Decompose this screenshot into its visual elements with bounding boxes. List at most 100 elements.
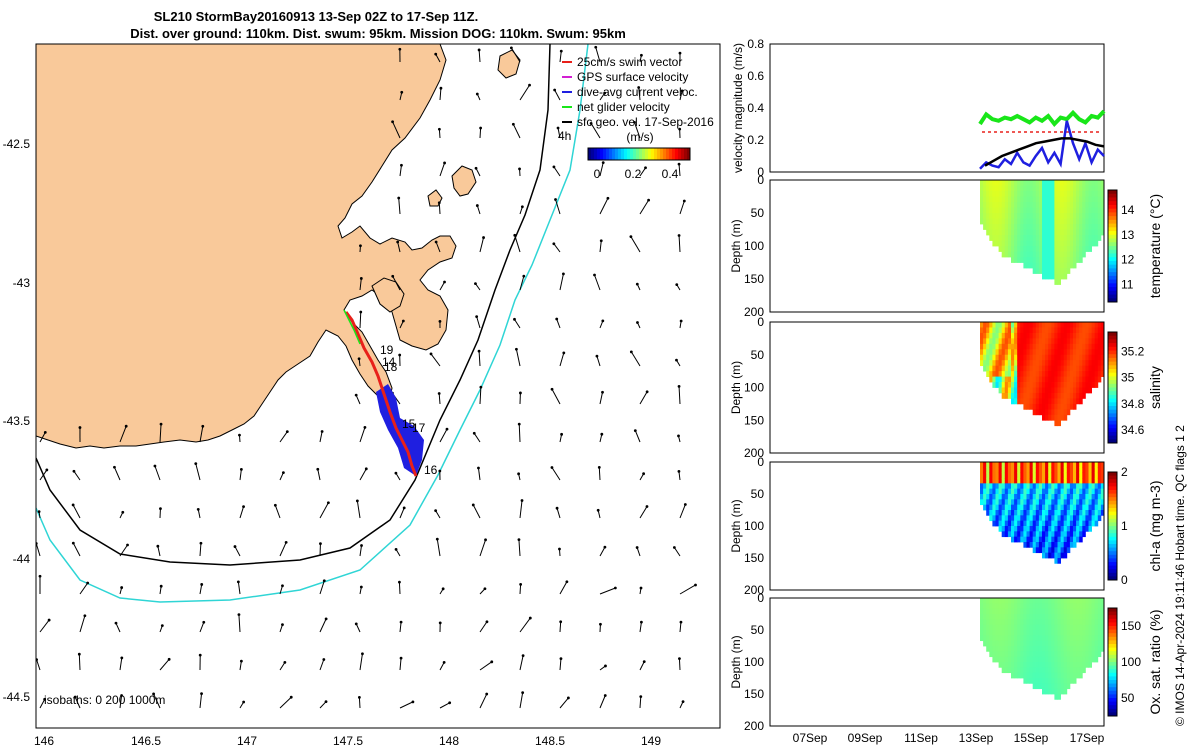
profile-cell bbox=[1057, 619, 1061, 626]
profile-cell bbox=[1032, 185, 1037, 192]
velocity-arrow-head bbox=[357, 357, 361, 361]
profile-cell bbox=[1060, 392, 1065, 399]
profile-cell bbox=[989, 180, 993, 186]
velocity-arrow bbox=[79, 615, 86, 633]
profile-colorbar-frame bbox=[1107, 607, 1118, 717]
profile-cell bbox=[980, 196, 984, 203]
profile-cell bbox=[998, 603, 1003, 610]
profile-cell bbox=[1097, 504, 1102, 511]
velocity-arrow-head bbox=[484, 538, 487, 542]
depth-tick: 0 bbox=[757, 173, 764, 187]
profile-cell bbox=[1054, 526, 1058, 532]
profile-cell bbox=[1020, 218, 1024, 225]
profile-cell bbox=[1007, 387, 1012, 394]
profile-cell bbox=[1004, 338, 1009, 345]
profile-colorbar-cell bbox=[1108, 497, 1117, 502]
depth-tick: 0 bbox=[757, 315, 764, 329]
profile-cell bbox=[1048, 630, 1052, 636]
profile-cell bbox=[989, 510, 993, 516]
profile-cell bbox=[998, 598, 1003, 604]
profile-cell bbox=[1057, 398, 1061, 405]
profile-cell bbox=[1032, 387, 1037, 394]
profile-colorbar-cell bbox=[1108, 279, 1117, 284]
profile-cell bbox=[1035, 515, 1040, 522]
profile-cell bbox=[1060, 688, 1065, 695]
profile-cell bbox=[1023, 630, 1027, 636]
legend-label: 25cm/s swim vector bbox=[577, 55, 682, 69]
profile-cell bbox=[1023, 640, 1027, 647]
profile-cell bbox=[1091, 608, 1096, 615]
profile-cell bbox=[986, 218, 990, 225]
profile-cell bbox=[1091, 365, 1096, 372]
profile-cell bbox=[1076, 392, 1080, 399]
profile-cell bbox=[1054, 483, 1058, 490]
profile-cell bbox=[986, 488, 990, 495]
velocity-arrow-head bbox=[589, 121, 593, 125]
profile-cell bbox=[1032, 526, 1037, 532]
profile-cell bbox=[1091, 371, 1096, 377]
profile-cell bbox=[1054, 371, 1058, 377]
profile-cell bbox=[995, 322, 999, 328]
profile-cell bbox=[995, 640, 999, 647]
profile-cell bbox=[1076, 651, 1080, 658]
profile-cell bbox=[1045, 207, 1049, 214]
profile-cell bbox=[1004, 499, 1009, 506]
profile-cell bbox=[1035, 635, 1040, 642]
velocity-arrow bbox=[519, 692, 524, 709]
profile-cell bbox=[1017, 462, 1021, 468]
profile-cell bbox=[1079, 520, 1083, 527]
profile-cell bbox=[1014, 646, 1018, 652]
profile-cell bbox=[1097, 191, 1102, 197]
profile-cell bbox=[1023, 672, 1027, 679]
profile-cell bbox=[1042, 483, 1046, 490]
profile-cell bbox=[1097, 180, 1102, 186]
profile-cell bbox=[1085, 662, 1089, 668]
profile-cell bbox=[1063, 462, 1068, 468]
profile-cell bbox=[1079, 213, 1083, 219]
profile-cell bbox=[1014, 520, 1018, 527]
velocity-arrow-head bbox=[439, 86, 443, 90]
velocity-arrow bbox=[519, 655, 524, 671]
profile-cell bbox=[1054, 510, 1058, 516]
colorbar-cell bbox=[678, 148, 682, 160]
profile-cell bbox=[1026, 332, 1030, 339]
profile-cell bbox=[1060, 515, 1065, 522]
profile-cell bbox=[1088, 191, 1092, 197]
profile-cell bbox=[1057, 547, 1061, 554]
profile-cell bbox=[1017, 598, 1021, 604]
profile-cell bbox=[1011, 398, 1015, 405]
velocity-arrow bbox=[639, 622, 642, 633]
profile-cell bbox=[1066, 202, 1071, 208]
profile-cell bbox=[1026, 218, 1030, 225]
profile-cell bbox=[1063, 483, 1068, 490]
profile-cell bbox=[980, 462, 984, 468]
profile-cell bbox=[1048, 403, 1052, 410]
colorbar-cell bbox=[684, 148, 688, 160]
profile-cell bbox=[1091, 603, 1096, 610]
profile-cell bbox=[1014, 257, 1018, 263]
profile-cell bbox=[1014, 608, 1018, 615]
profile-cell bbox=[1094, 213, 1099, 219]
profile-cell bbox=[1066, 603, 1071, 610]
profile-cell bbox=[1069, 229, 1074, 236]
profile-cell bbox=[1051, 376, 1055, 383]
velocity-arrow bbox=[596, 356, 601, 367]
profile-cell bbox=[1057, 667, 1061, 674]
profile-cell bbox=[1066, 651, 1071, 658]
profile-cell bbox=[1042, 229, 1046, 236]
profile-colorbar-cell bbox=[1108, 658, 1117, 663]
profile-cell bbox=[1020, 376, 1024, 383]
velocity-ytick: 0.4 bbox=[747, 101, 764, 115]
profile-cell bbox=[1060, 542, 1065, 548]
profile-cell bbox=[1079, 499, 1083, 506]
profile-cell bbox=[1100, 196, 1105, 203]
profile-cell bbox=[1063, 515, 1068, 522]
velocity-arrow-head bbox=[71, 503, 75, 507]
profile-cell bbox=[1069, 478, 1074, 484]
profile-cell bbox=[1026, 398, 1030, 405]
velocity-arrow-head bbox=[477, 466, 480, 470]
profile-cell bbox=[986, 322, 990, 328]
profile-cell bbox=[1063, 651, 1068, 658]
velocity-series-line bbox=[979, 120, 1105, 170]
profile-cell bbox=[1054, 196, 1058, 203]
